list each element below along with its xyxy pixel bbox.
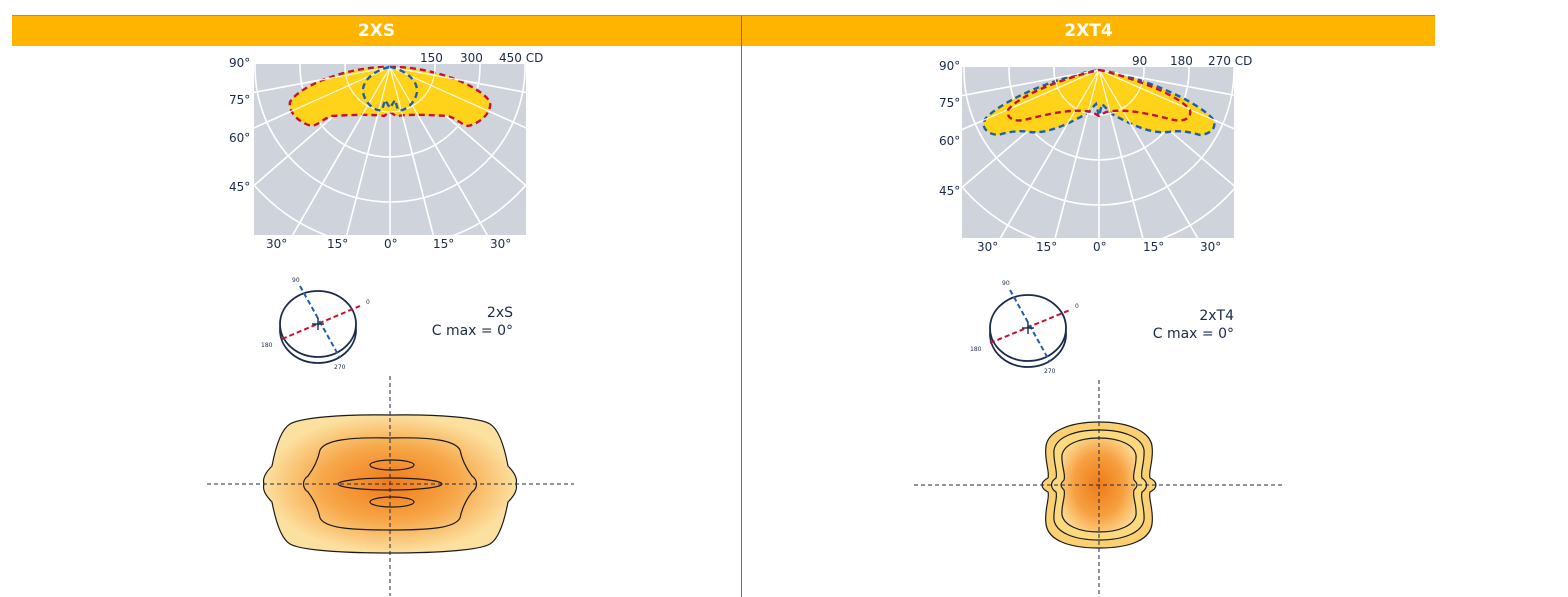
bottom-label-15r: 15° (1143, 240, 1164, 254)
header-2xs: 2XS (12, 16, 742, 46)
isolux-diagram-2xs (207, 376, 574, 596)
cd-label-3: 270 CD (1208, 54, 1252, 68)
intensity-curve-blue (361, 65, 419, 112)
intensity-curve-red (1006, 68, 1192, 122)
angle-label-45: 45° (939, 184, 960, 198)
bottom-label-0: 0° (384, 237, 398, 251)
caption-line1: 2xT4 (1199, 308, 1234, 324)
bottom-label-15l: 15° (327, 237, 348, 251)
cd-label-2: 300 (460, 51, 483, 65)
caption-line1: 2xS (487, 305, 513, 321)
polar-diagram-2xt4: 90 180 270 CD 90° 75° 60° 45° 30° 15° 0°… (939, 54, 1252, 254)
orient-0: 0 (1075, 303, 1079, 310)
orient-90: 90 (292, 277, 300, 284)
polar-diagram-2xs: 150 300 450 CD 90° 75° 60° 45° 30° 15° 0… (229, 51, 543, 251)
bottom-label-15l: 15° (1036, 240, 1057, 254)
orientation-diagram-2xs: 90 0 180 270 2xS C max = 0° (261, 277, 513, 371)
cd-label-3: 450 CD (499, 51, 543, 65)
angle-label-60: 60° (229, 131, 250, 145)
angle-label-45: 45° (229, 180, 250, 194)
header-2xt4: 2XT4 (742, 16, 1435, 46)
orient-180: 180 (261, 342, 273, 349)
bottom-label-0: 0° (1093, 240, 1107, 254)
orient-180: 180 (970, 346, 982, 353)
bottom-label-15r: 15° (433, 237, 454, 251)
polar-grid (254, 64, 526, 235)
caption-line2: C max = 0° (1153, 326, 1234, 342)
bottom-label-30r: 30° (1200, 240, 1221, 254)
bottom-label-30l: 30° (977, 240, 998, 254)
orientation-diagram-2xt4: 90 0 180 270 2xT4 C max = 0° (970, 280, 1234, 375)
bottom-label-30r: 30° (490, 237, 511, 251)
orient-270: 270 (1044, 368, 1056, 375)
caption-line2: C max = 0° (432, 323, 513, 339)
intensity-curve-red (288, 65, 492, 128)
angle-label-60: 60° (939, 134, 960, 148)
angle-label-75: 75° (939, 96, 960, 110)
bottom-label-30l: 30° (266, 237, 287, 251)
header-top-border (12, 15, 1435, 16)
angle-label-90: 90° (229, 56, 250, 70)
column-divider (741, 16, 742, 597)
polar-grid (962, 67, 1234, 238)
cd-label-1: 150 (420, 51, 443, 65)
orient-90: 90 (1002, 280, 1010, 287)
isolux-diagram-2xt4 (914, 380, 1282, 596)
orient-0: 0 (366, 299, 370, 306)
angle-label-75: 75° (229, 93, 250, 107)
orient-270: 270 (334, 364, 346, 371)
cd-label-1: 90 (1132, 54, 1147, 68)
angle-label-90: 90° (939, 59, 960, 73)
cd-label-2: 180 (1170, 54, 1193, 68)
